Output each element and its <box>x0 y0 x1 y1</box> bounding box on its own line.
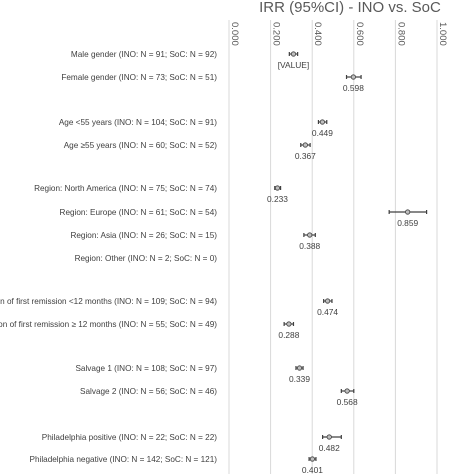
value-label: 0.233 <box>267 194 288 204</box>
point-estimate <box>307 232 313 238</box>
row-label: Salvage 2 (INO: N = 56; SoC: N = 46) <box>80 387 217 396</box>
row-label: Region: Europe (INO: N = 61; SoC: N = 54… <box>60 208 218 217</box>
point-estimate <box>302 142 308 148</box>
x-tick-label: 0.800 <box>395 22 406 46</box>
x-tick-label: 0.200 <box>271 22 282 46</box>
x-tick-label: 1.000 <box>437 22 448 46</box>
row-label: Age <55 years (INO: N = 104; SoC: N = 91… <box>59 118 217 127</box>
forest-row: Female gender (INO: N = 73; SoC: N = 51)… <box>61 73 364 93</box>
forest-row: Region: Europe (INO: N = 61; SoC: N = 54… <box>60 208 428 228</box>
forest-row: Region: Asia (INO: N = 26; SoC: N = 15) 0… <box>70 231 320 251</box>
row-label: Salvage 1 (INO: N = 108; SoC: N = 97) <box>75 364 217 373</box>
row-label: Philadelphia negative (INO: N = 142; SoC… <box>29 455 217 464</box>
gridlines <box>228 20 438 474</box>
point-estimate <box>286 321 292 327</box>
forest-row: Salvage 1 (INO: N = 108; SoC: N = 97) 0.3… <box>75 364 310 384</box>
forest-row: Region: North America (INO: N = 75; SoC:… <box>34 184 288 204</box>
forest-row: Philadelphia positive (INO: N = 22; SoC:… <box>42 433 342 453</box>
point-estimate <box>296 365 303 371</box>
row-label: Philadelphia positive (INO: N = 22; SoC:… <box>42 433 217 442</box>
row-label: Duration of first remission ≥ 12 months … <box>0 320 217 329</box>
value-label: 0.482 <box>319 443 340 453</box>
x-tick-label: 0.400 <box>312 22 323 46</box>
value-label: 0.859 <box>397 218 418 228</box>
forest-row: Region: Other (INO: N = 2; SoC: N = 0) <box>75 254 218 263</box>
row-label: Male gender (INO: N = 91; SoC: N = 92) <box>71 50 217 59</box>
row-label: Female gender (INO: N = 73; SoC: N = 51) <box>61 73 217 82</box>
row-label: Duration of first remission <12 months (… <box>0 297 217 306</box>
value-label: 0.388 <box>299 241 320 251</box>
forest-row: Duration of first remission <12 months (… <box>0 297 338 317</box>
point-estimate <box>344 388 350 394</box>
forest-row: Duration of first remission ≥ 12 months … <box>0 320 300 340</box>
point-estimate <box>309 456 316 462</box>
x-axis-ticks: 0.000 0.200 0.400 0.600 0.800 1.000 <box>229 22 448 46</box>
row-label: Region: Asia (INO: N = 26; SoC: N = 15) <box>70 231 217 240</box>
value-label: 0.474 <box>317 307 338 317</box>
forest-row: Male gender (INO: N = 91; SoC: N = 92) [V… <box>71 50 309 70</box>
point-estimate <box>350 74 356 80</box>
value-label: 0.367 <box>295 151 316 161</box>
value-label: 0.288 <box>278 330 299 340</box>
point-estimate <box>324 298 331 304</box>
value-label: 0.339 <box>289 374 310 384</box>
value-label: 0.401 <box>302 465 323 474</box>
value-label: 0.568 <box>337 397 358 407</box>
chart-title: IRR (95%CI) - INO vs. SoC <box>259 0 441 16</box>
forest-row: Age <55 years (INO: N = 104; SoC: N = 91… <box>59 118 333 138</box>
point-estimate <box>326 434 332 440</box>
point-estimate <box>274 185 281 191</box>
x-tick-label: 0.000 <box>229 22 240 46</box>
value-label: 0.449 <box>312 128 333 138</box>
forest-rows: Male gender (INO: N = 91; SoC: N = 92) [V… <box>0 50 428 474</box>
x-tick-label: 0.600 <box>354 22 365 46</box>
value-label: 0.598 <box>343 83 364 93</box>
point-estimate <box>290 51 297 57</box>
row-label: Region: North America (INO: N = 75; SoC:… <box>34 184 217 193</box>
value-label: [VALUE] <box>278 60 310 70</box>
forest-row: Philadelphia negative (INO: N = 142; SoC… <box>29 455 323 474</box>
forest-row: Age ≥55 years (INO: N = 60; SoC: N = 52)… <box>64 141 316 161</box>
forest-row: Salvage 2 (INO: N = 56; SoC: N = 46) 0.56… <box>80 387 358 407</box>
point-estimate <box>405 209 411 215</box>
row-label: Age ≥55 years (INO: N = 60; SoC: N = 52) <box>64 141 218 150</box>
row-label: Region: Other (INO: N = 2; SoC: N = 0) <box>75 254 218 263</box>
point-estimate <box>319 119 325 125</box>
